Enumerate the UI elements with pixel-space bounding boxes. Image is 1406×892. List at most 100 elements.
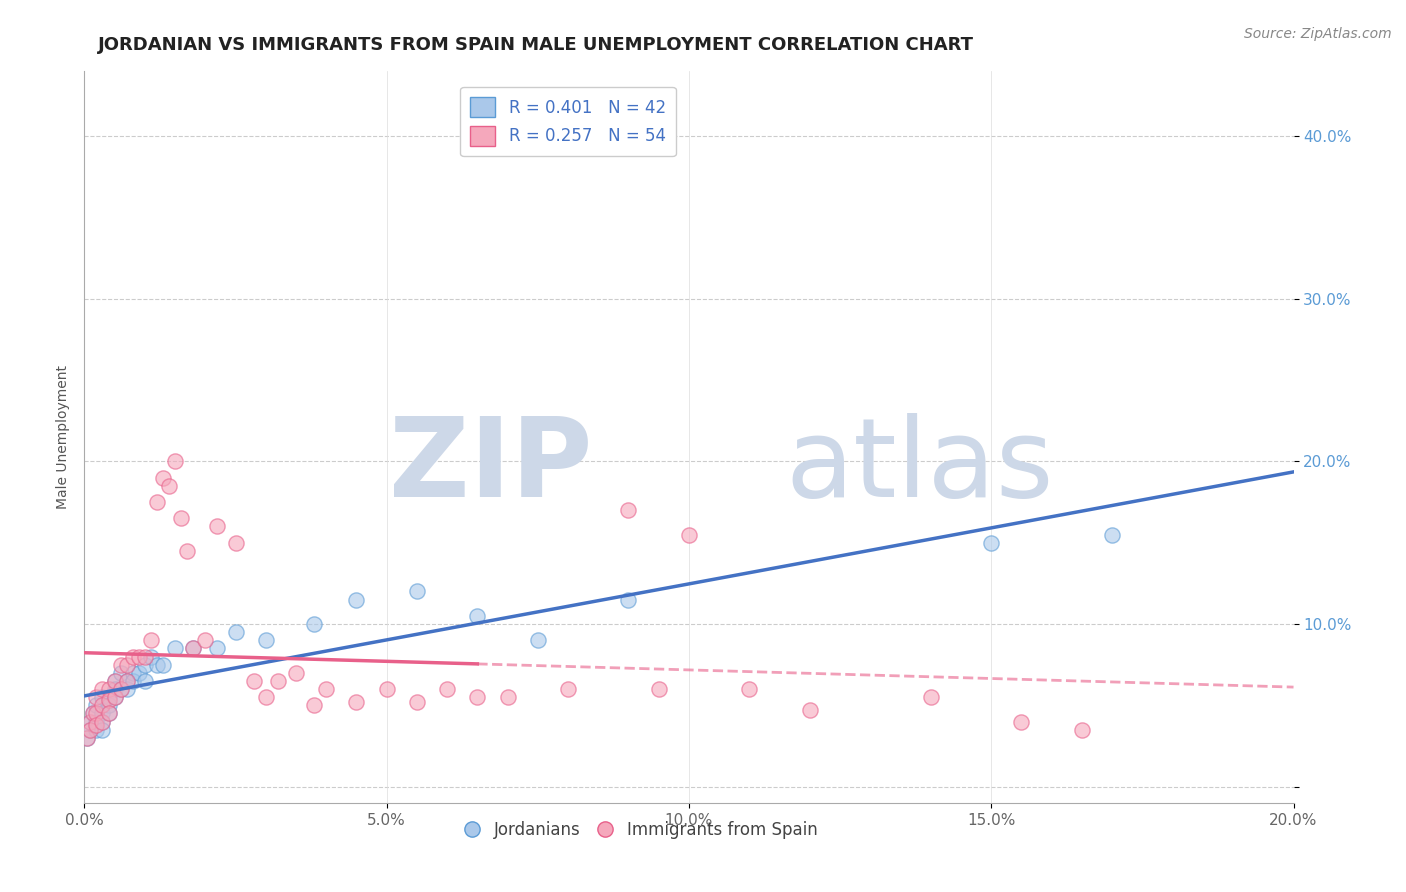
Point xyxy=(82,706,104,721)
Point xyxy=(121,673,143,688)
Point xyxy=(97,706,120,721)
Point xyxy=(157,479,180,493)
Point xyxy=(467,608,489,623)
Text: JORDANIAN VS IMMIGRANTS FROM SPAIN MALE UNEMPLOYMENT CORRELATION CHART: JORDANIAN VS IMMIGRANTS FROM SPAIN MALE … xyxy=(98,36,974,54)
Point xyxy=(128,649,150,664)
Point xyxy=(97,681,120,696)
Point xyxy=(496,690,519,705)
Point xyxy=(207,641,229,656)
Point xyxy=(121,649,143,664)
Point xyxy=(121,665,143,680)
Point xyxy=(980,535,1002,549)
Point xyxy=(82,706,104,721)
Point xyxy=(97,690,120,705)
Point xyxy=(315,681,337,696)
Point xyxy=(436,681,458,696)
Point xyxy=(128,665,150,680)
Point xyxy=(104,681,127,696)
Point xyxy=(467,690,489,705)
Point xyxy=(799,703,821,717)
Point xyxy=(920,690,942,705)
Point xyxy=(104,673,127,688)
Point xyxy=(91,714,114,729)
Point xyxy=(115,657,138,672)
Point xyxy=(406,695,429,709)
Point xyxy=(115,673,138,688)
Point xyxy=(557,681,579,696)
Point xyxy=(181,641,204,656)
Point xyxy=(86,723,108,737)
Point xyxy=(254,690,277,705)
Point xyxy=(110,665,132,680)
Point xyxy=(79,723,101,737)
Point xyxy=(134,673,156,688)
Text: atlas: atlas xyxy=(786,413,1054,520)
Point xyxy=(346,592,368,607)
Point xyxy=(617,503,640,517)
Point xyxy=(79,714,101,729)
Point xyxy=(139,649,162,664)
Point xyxy=(97,706,120,721)
Point xyxy=(86,718,108,732)
Point xyxy=(152,657,174,672)
Text: ZIP: ZIP xyxy=(389,413,592,520)
Point xyxy=(110,681,132,696)
Point xyxy=(375,681,398,696)
Point xyxy=(176,544,198,558)
Point xyxy=(97,693,120,707)
Point xyxy=(86,714,108,729)
Point xyxy=(86,706,108,721)
Point xyxy=(76,731,98,745)
Text: Source: ZipAtlas.com: Source: ZipAtlas.com xyxy=(1244,27,1392,41)
Point xyxy=(225,535,247,549)
Point xyxy=(527,633,550,648)
Point xyxy=(267,673,290,688)
Point xyxy=(207,519,229,533)
Point xyxy=(738,681,761,696)
Point xyxy=(302,698,325,713)
Point xyxy=(254,633,277,648)
Point xyxy=(648,681,671,696)
Point xyxy=(242,673,264,688)
Point xyxy=(79,723,101,737)
Point xyxy=(115,673,138,688)
Point xyxy=(91,723,114,737)
Point xyxy=(110,681,132,696)
Point xyxy=(194,633,217,648)
Point xyxy=(115,681,138,696)
Point xyxy=(139,633,162,648)
Point xyxy=(91,681,114,696)
Point xyxy=(302,617,325,632)
Point xyxy=(181,641,204,656)
Point xyxy=(165,641,187,656)
Point xyxy=(91,706,114,721)
Point xyxy=(79,714,101,729)
Point xyxy=(152,471,174,485)
Point xyxy=(678,527,700,541)
Point xyxy=(165,454,187,468)
Point xyxy=(1101,527,1123,541)
Point xyxy=(134,657,156,672)
Point xyxy=(86,698,108,713)
Point xyxy=(285,665,308,680)
Point xyxy=(225,625,247,640)
Point xyxy=(134,649,156,664)
Point xyxy=(1011,714,1033,729)
Point xyxy=(104,690,127,705)
Point xyxy=(617,592,640,607)
Point xyxy=(406,584,429,599)
Point xyxy=(104,690,127,705)
Point xyxy=(146,657,169,672)
Point xyxy=(91,698,114,713)
Point xyxy=(76,731,98,745)
Point xyxy=(1071,723,1094,737)
Point xyxy=(91,690,114,705)
Y-axis label: Male Unemployment: Male Unemployment xyxy=(56,365,70,509)
Point xyxy=(170,511,193,525)
Point xyxy=(346,695,368,709)
Point xyxy=(97,698,120,713)
Point xyxy=(104,673,127,688)
Point xyxy=(146,495,169,509)
Point xyxy=(86,690,108,705)
Point xyxy=(91,714,114,729)
